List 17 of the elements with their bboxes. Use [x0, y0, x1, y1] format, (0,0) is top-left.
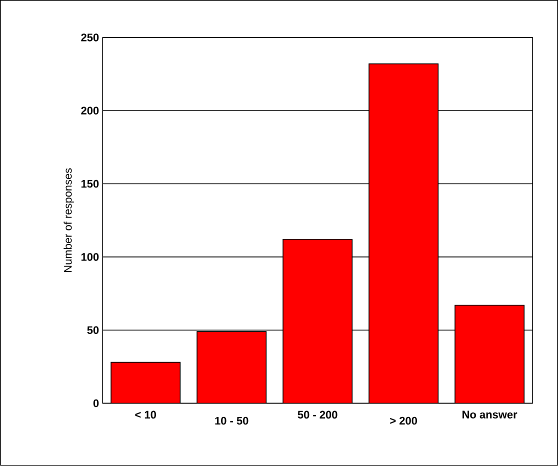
y-tick-label: 50: [87, 326, 99, 334]
x-tick-label: 50 - 200: [298, 410, 338, 419]
y-tick-label: 250: [81, 34, 99, 42]
y-tick-label: 150: [81, 180, 99, 188]
bar: [282, 239, 353, 404]
y-tick-label: 0: [93, 399, 99, 408]
y-axis-title: Number of responses: [64, 168, 74, 272]
x-tick-label: < 10: [135, 410, 156, 419]
y-tick-label: 100: [81, 253, 99, 261]
bar: [368, 63, 439, 404]
x-tick-label: No answer: [462, 410, 518, 419]
x-tick-label: > 200: [390, 416, 417, 425]
x-tick-label: 10 - 50: [215, 416, 248, 425]
bar: [196, 331, 267, 404]
bar: [454, 304, 525, 404]
bar: [110, 362, 181, 404]
y-tick-label: 200: [81, 106, 99, 115]
